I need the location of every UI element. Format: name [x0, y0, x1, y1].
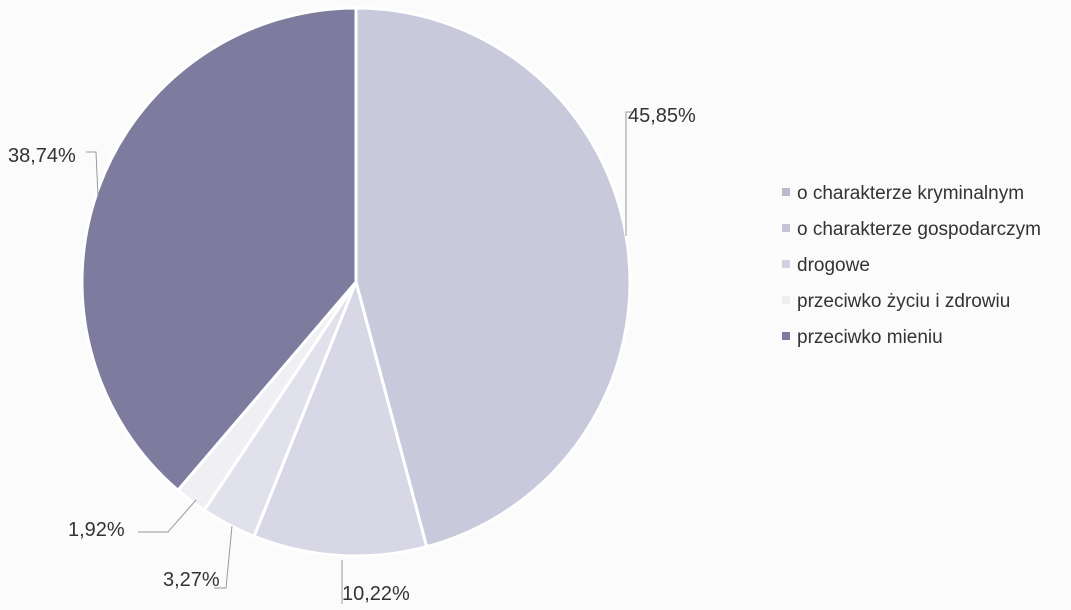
- legend-label: drogowe: [797, 255, 870, 276]
- data-labels: 45,85% 10,22% 3,27% 1,92% 38,74%: [8, 105, 696, 605]
- pie-slices: [80, 6, 632, 558]
- legend-swatch: [782, 224, 790, 232]
- legend-swatch: [782, 332, 790, 340]
- data-label: 1,92%: [68, 519, 125, 541]
- legend: o charakterze kryminalnym o charakterze g…: [782, 183, 1041, 348]
- legend-label: o charakterze kryminalnym: [797, 183, 1024, 204]
- leader-line: [214, 525, 233, 589]
- slice-gospodarczy: [252, 277, 429, 558]
- leader-line: [138, 499, 197, 533]
- legend-label: o charakterze gospodarczym: [797, 219, 1041, 240]
- legend-label: przeciwko mieniu: [797, 327, 943, 348]
- leader-line: [86, 151, 99, 197]
- leader-line: [625, 111, 632, 236]
- legend-swatch: [782, 260, 790, 268]
- data-label: 10,22%: [342, 583, 410, 605]
- slice-kryminalny: [354, 6, 632, 549]
- leader-lines: [86, 111, 632, 604]
- legend-label: przeciwko życiu i zdrowiu: [797, 291, 1010, 312]
- data-label: 3,27%: [163, 569, 220, 591]
- slice-mienie: [80, 6, 358, 493]
- data-label: 45,85%: [628, 105, 696, 127]
- legend-swatch: [782, 296, 790, 304]
- legend-swatch: [782, 188, 790, 196]
- data-label: 38,74%: [8, 145, 76, 167]
